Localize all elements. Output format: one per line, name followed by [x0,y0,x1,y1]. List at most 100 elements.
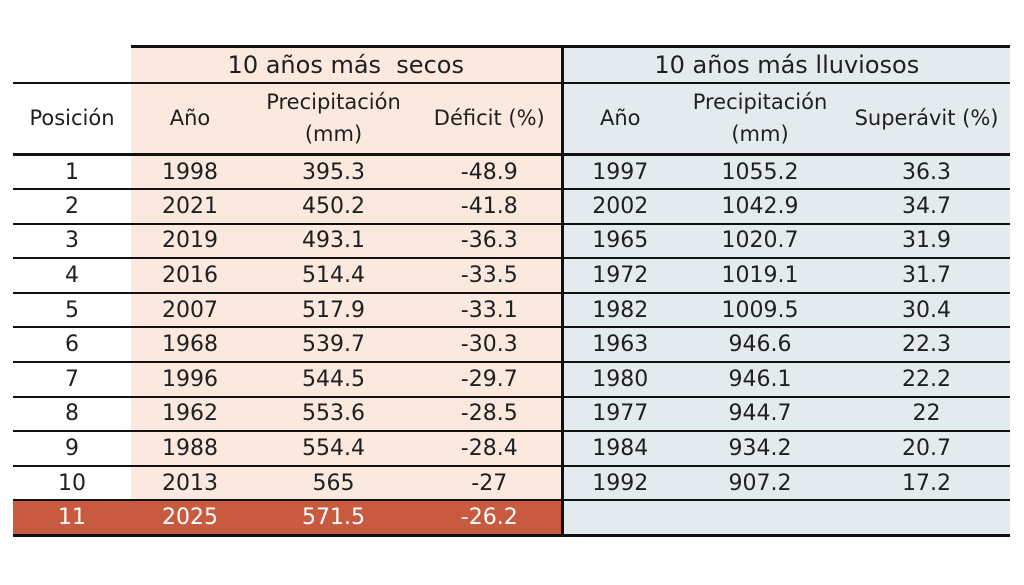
cell-wet-year: 1965 [560,223,678,260]
cell-surplus: 36.3 [843,154,1011,191]
cell-deficit: -28.5 [418,396,563,433]
cell-dry-year: 2016 [131,258,249,294]
cell-dry-precip: 450.2 [249,189,418,225]
cell-position: 3 [13,223,131,260]
table-body: 1 1998 395.3 -48.9 1997 1055.2 36.3 2 2021 450.2-… [13,154,1011,537]
col-header-surplus: Superávit (%) [843,82,1011,156]
cell-wet-year: 1963 [560,327,678,364]
cell-wet-precip: 1019.1 [677,258,844,294]
table-row: 1 1998 395.3 -48.9 1997 1055.2 36.3 [13,154,1011,191]
cell-wet-precip: 1042.9 [677,189,844,225]
cell-deficit: -36.3 [418,223,563,260]
table-row: 6 1968 539.7 -30.3 1963 946.6 22.3 [13,327,1011,364]
cell-dry-precip: 553.6 [249,396,418,433]
cell-wet-precip: 1055.2 [677,154,844,191]
cell-dry-year: 2019 [131,223,249,260]
cell-position: 9 [13,431,131,467]
precipitation-ranking-table-frame: 10 años más secos 10 años más lluviosos … [13,45,1011,537]
cell-wet-year: 1977 [560,396,678,433]
cell-wet-precip: 946.1 [677,362,844,398]
cell-wet-precip: 907.2 [677,465,844,502]
group-header-dry: 10 años más secos [131,45,563,84]
cell-dry-precip: 544.5 [249,362,418,398]
cell-wet-precip [677,500,844,537]
cell-dry-precip: 395.3 [249,154,418,191]
col-header-wet-precip-line1: Precipitación [692,90,828,115]
cell-dry-year: 1996 [131,362,249,398]
cell-wet-year [560,500,678,537]
cell-deficit: -30.3 [418,327,563,364]
table-row: 3 2019 493.1 -36.3 1965 1020.7 31.9 [13,223,1011,260]
cell-deficit: -33.1 [418,292,563,329]
cell-surplus: 22.2 [843,362,1011,398]
cell-position: 8 [13,396,131,433]
cell-wet-year: 1984 [560,431,678,467]
cell-surplus: 31.9 [843,223,1011,260]
cell-position: 5 [13,292,131,329]
col-header-deficit: Déficit (%) [418,82,563,156]
cell-dry-year: 1998 [131,154,249,191]
col-header-dry-precip-line1: Precipitación [266,90,401,115]
cell-wet-year: 1980 [560,362,678,398]
cell-surplus: 20.7 [843,431,1011,467]
cell-dry-year: 1968 [131,327,249,364]
col-header-dry-precip: Precipitación (mm) [249,82,418,156]
cell-surplus: 17.2 [843,465,1011,502]
cell-dry-precip: 514.4 [249,258,418,294]
cell-wet-precip: 946.6 [677,327,844,364]
cell-position: 6 [13,327,131,364]
group-header-wet: 10 años más lluviosos [560,45,1011,84]
cell-dry-precip: 554.4 [249,431,418,467]
cell-deficit: -48.9 [418,154,563,191]
cell-wet-precip: 1009.5 [677,292,844,329]
cell-surplus: 34.7 [843,189,1011,225]
cell-dry-precip: 493.1 [249,223,418,260]
cell-deficit: -26.2 [418,500,563,537]
cell-wet-year: 1992 [560,465,678,502]
cell-surplus [843,500,1011,537]
cell-dry-year: 2007 [131,292,249,329]
cell-position: 2 [13,189,131,225]
cell-dry-precip: 517.9 [249,292,418,329]
cell-wet-year: 2002 [560,189,678,225]
cell-deficit: -41.8 [418,189,563,225]
table-row: 10 2013 565 -27 1992 907.2 17.2 [13,465,1011,502]
cell-surplus: 22.3 [843,327,1011,364]
cell-dry-year: 1988 [131,431,249,467]
cell-wet-precip: 944.7 [677,396,844,433]
cell-dry-year: 2013 [131,465,249,502]
cell-position: 1 [13,154,131,191]
cell-position: 4 [13,258,131,294]
cell-surplus: 22 [843,396,1011,433]
cell-deficit: -29.7 [418,362,563,398]
cell-deficit: -27 [418,465,563,502]
col-header-dry-year: Año [131,82,249,156]
cell-wet-precip: 1020.7 [677,223,844,260]
table-row: 4 2016 514.4 -33.5 1972 1019.1 31.7 [13,258,1011,294]
col-header-position: Posición [13,82,131,156]
table-row: 5 2007 517.9 -33.1 1982 1009.5 30.4 [13,292,1011,329]
table-row-highlight: 11 2025 571.5 -26.2 [13,500,1011,537]
cell-wet-year: 1972 [560,258,678,294]
precipitation-ranking-table: 10 años más secos 10 años más lluviosos … [13,45,1011,537]
table-row: 9 1988 554.4 -28.4 1984 934.2 20.7 [13,431,1011,467]
group-header-row: 10 años más secos 10 años más lluviosos [13,45,1011,84]
cell-dry-year: 1962 [131,396,249,433]
col-header-wet-precip-line2: (mm) [731,122,789,147]
table-row: 8 1962 553.6 -28.5 1977 944.7 22 [13,396,1011,433]
cell-dry-year: 2025 [131,500,249,537]
group-header-blank [13,46,131,84]
table-row: 2 2021 450.2 -41.8 2002 1042.9 34.7 [13,189,1011,225]
col-header-wet-precip: Precipitación (mm) [677,82,844,156]
cell-dry-precip: 565 [249,465,418,502]
cell-position: 10 [13,465,131,502]
column-header-row: Posición Año Precipitación (mm) Déficit … [13,82,1011,156]
cell-wet-year: 1997 [560,154,678,191]
col-header-dry-precip-line2: (mm) [304,122,363,147]
table-row: 7 1996 544.5 -29.7 1980 946.1 22.2 [13,362,1011,398]
cell-deficit: -28.4 [418,431,563,467]
cell-dry-precip: 539.7 [249,327,418,364]
cell-position: 11 [13,500,131,537]
cell-surplus: 30.4 [843,292,1011,329]
col-header-wet-year: Año [560,82,678,156]
